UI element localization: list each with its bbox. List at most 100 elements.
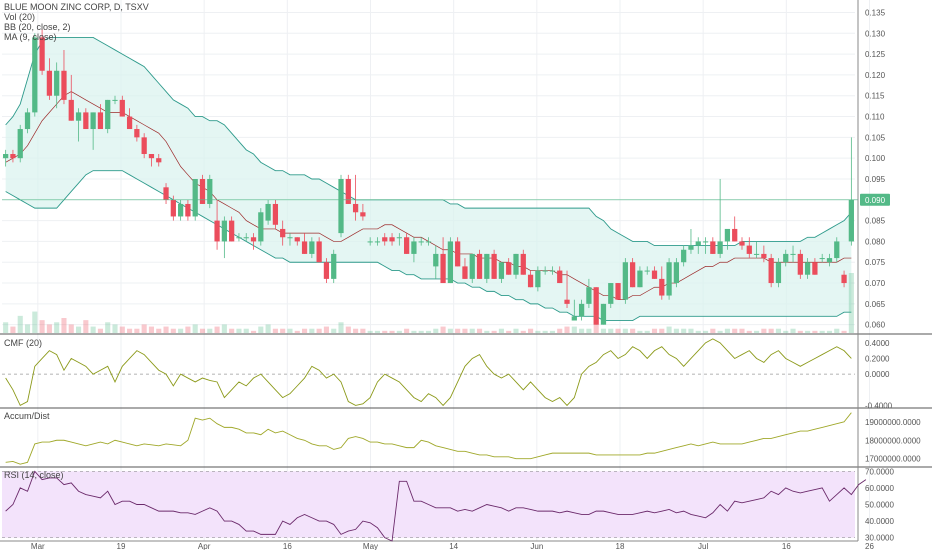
volume-bar	[338, 322, 344, 333]
ad-line	[5, 412, 852, 465]
volume-bar	[243, 328, 249, 333]
bollinger-legend: BB (20, close, 2)	[4, 22, 71, 32]
cmf-axis-tick: 0.0000	[865, 370, 890, 379]
volume-bar	[134, 328, 140, 333]
rsi-axis-tick: 50.0000	[865, 501, 894, 510]
volume-bar	[754, 330, 760, 333]
volume-bar	[345, 326, 351, 333]
candle-body	[527, 274, 534, 288]
price-axis-tick: 0.060	[865, 321, 886, 330]
candle-body	[316, 241, 322, 263]
candle-body	[783, 253, 789, 263]
candle-body	[156, 158, 162, 163]
candle-body	[250, 237, 257, 242]
volume-bar	[819, 330, 825, 333]
volume-bar	[24, 324, 31, 333]
candle-body	[666, 262, 672, 296]
volume-bar	[294, 330, 300, 333]
price-axis-tick: 0.085	[865, 217, 886, 226]
time-axis-label: Mar	[31, 542, 45, 550]
volume-bar	[666, 326, 672, 333]
candle-body	[75, 112, 82, 121]
volume-bar	[17, 315, 23, 333]
volume-bar	[826, 330, 833, 333]
volume-bar	[615, 328, 621, 333]
volume-bar	[3, 322, 9, 333]
candle-body	[681, 249, 687, 263]
volume-bar	[105, 322, 111, 333]
volume-bar	[717, 330, 723, 333]
time-axis-label: 16	[782, 542, 791, 550]
candle-body	[17, 129, 23, 159]
candle-body	[732, 228, 738, 242]
volume-bar	[68, 324, 74, 333]
candle-body	[46, 70, 53, 96]
volume-bar	[535, 330, 541, 333]
candle-body	[812, 262, 818, 275]
volume-bar	[367, 330, 373, 333]
volume-bar	[571, 326, 577, 333]
candle-body	[535, 270, 541, 288]
volume-bar	[119, 326, 125, 333]
candle-body	[61, 70, 67, 100]
volume-bar	[374, 330, 381, 333]
volume-bar	[141, 324, 147, 333]
volume-bar	[331, 328, 337, 333]
candle-body	[90, 112, 96, 130]
bollinger-fill	[5, 37, 852, 321]
volume-bar	[608, 328, 614, 333]
bollinger-lower-band	[5, 170, 852, 321]
volume-bar	[192, 324, 198, 333]
volume-bar	[309, 328, 315, 333]
candle-body	[513, 253, 519, 275]
price-axis-tick: 0.115	[865, 92, 885, 101]
candle-body	[163, 187, 169, 200]
candle-body	[506, 262, 512, 275]
ad-pane-title: Accum/Dist	[4, 411, 50, 421]
volume-bar	[586, 328, 592, 333]
candle-body	[323, 262, 330, 279]
candle-body	[24, 112, 31, 130]
candle-body	[447, 241, 453, 284]
candle-body	[54, 70, 60, 96]
rsi-line	[5, 470, 867, 542]
candle-body	[119, 99, 125, 117]
candle-body	[199, 178, 206, 204]
candle-body	[68, 99, 74, 121]
candle-body	[374, 241, 381, 243]
volume-bar	[659, 328, 665, 333]
price-axis-tick: 0.070	[865, 279, 886, 288]
volume-bar	[528, 328, 534, 333]
candle-body	[804, 262, 811, 275]
cmf-axis-tick: -0.4000	[865, 401, 893, 410]
volume-bar	[498, 328, 504, 333]
volume-bar	[455, 328, 461, 333]
candle-body	[724, 228, 731, 242]
candle-body	[265, 203, 271, 221]
price-axis-tick: 0.130	[865, 29, 886, 38]
candle-body	[651, 270, 658, 279]
ad-axis-tick: 19000000.0000	[865, 418, 921, 427]
volume-bar	[506, 330, 512, 333]
volume-bar	[382, 330, 388, 333]
candle-body	[717, 241, 723, 254]
volume-bar	[630, 328, 636, 333]
volume-bar	[681, 328, 687, 333]
volume-bar	[579, 328, 585, 333]
volume-bar	[185, 326, 191, 333]
volume-bar	[389, 330, 395, 333]
volume-bar	[440, 326, 446, 333]
candle-body	[578, 303, 585, 317]
candle-body	[3, 154, 9, 159]
candle-body	[367, 241, 373, 243]
candle-body	[710, 241, 716, 254]
volume-bar	[207, 328, 213, 333]
candle-body	[819, 258, 825, 260]
volume-bar	[10, 326, 16, 333]
time-axis-label: 18	[616, 542, 625, 550]
volume-bar	[732, 328, 738, 333]
candle-body	[425, 241, 432, 243]
candle-body	[673, 262, 680, 284]
volume-bar	[644, 330, 650, 333]
volume-bar	[739, 328, 745, 333]
